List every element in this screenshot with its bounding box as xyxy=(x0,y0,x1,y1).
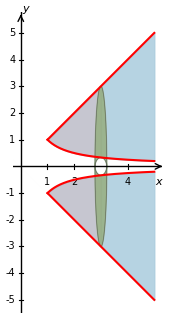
Text: 1: 1 xyxy=(44,177,51,187)
Text: $x$: $x$ xyxy=(155,177,164,186)
Text: -5: -5 xyxy=(6,295,15,305)
Text: 5: 5 xyxy=(9,28,15,38)
Text: -4: -4 xyxy=(6,268,15,278)
Text: 4: 4 xyxy=(125,177,131,187)
Text: -3: -3 xyxy=(6,241,15,252)
Text: -1: -1 xyxy=(6,188,15,198)
Text: 2: 2 xyxy=(71,177,77,187)
Text: 3: 3 xyxy=(9,81,15,91)
Polygon shape xyxy=(95,167,107,246)
Text: 4: 4 xyxy=(9,55,15,64)
Text: 2: 2 xyxy=(9,108,15,118)
Polygon shape xyxy=(95,86,107,167)
Text: -2: -2 xyxy=(6,215,15,225)
Text: $y$: $y$ xyxy=(22,3,31,15)
Text: 1: 1 xyxy=(9,135,15,145)
